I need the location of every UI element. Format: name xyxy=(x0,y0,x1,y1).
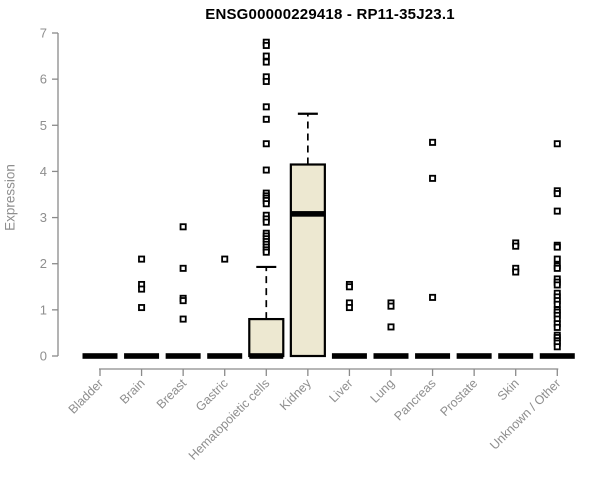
x-tick-label-kidney: Kidney xyxy=(277,376,314,413)
median-breast xyxy=(165,353,201,359)
median-brain xyxy=(124,353,160,359)
outlier-marker-brain xyxy=(138,285,146,293)
outlier-marker-unknown-other xyxy=(553,190,561,198)
outlier-marker-unknown-other xyxy=(553,140,561,148)
outlier-marker-unknown-other xyxy=(553,281,561,289)
x-tick-label-brain: Brain xyxy=(117,376,148,407)
outlier-marker-pancreas xyxy=(429,174,437,182)
outlier-marker-unknown-other xyxy=(553,255,561,263)
outlier-marker-brain xyxy=(138,304,146,312)
outlier-marker-unknown-other xyxy=(553,343,561,351)
outlier-marker-hematopoietic-cells xyxy=(262,115,270,123)
outlier-marker-hematopoietic-cells xyxy=(262,248,270,256)
outlier-marker-breast xyxy=(179,315,187,323)
median-liver xyxy=(331,353,367,359)
median-hematopoietic-cells xyxy=(249,353,284,359)
x-tick-label-prostate: Prostate xyxy=(437,376,480,419)
outlier-marker-pancreas xyxy=(429,293,437,301)
y-tick-label-4: 4 xyxy=(40,164,47,179)
x-tick-label-lung: Lung xyxy=(368,376,398,406)
outlier-marker-hematopoietic-cells xyxy=(262,140,270,148)
median-lung xyxy=(373,353,409,359)
outlier-marker-skin xyxy=(512,242,520,250)
outlier-marker-hematopoietic-cells xyxy=(262,77,270,85)
outlier-marker-hematopoietic-cells xyxy=(262,103,270,111)
box-kidney xyxy=(289,163,326,358)
outlier-marker-hematopoietic-cells xyxy=(262,200,270,208)
median-prostate xyxy=(456,353,492,359)
outlier-marker-skin xyxy=(512,268,520,276)
box-hematopoietic-cells xyxy=(248,317,285,358)
x-tick-label-pancreas: Pancreas xyxy=(391,376,438,423)
outlier-marker-unknown-other xyxy=(553,243,561,251)
x-tick-label-gastric: Gastric xyxy=(193,376,231,414)
outlier-marker-unknown-other xyxy=(553,207,561,215)
outlier-marker-gastric xyxy=(221,255,229,263)
outlier-marker-unknown-other xyxy=(553,300,561,308)
x-tick-label-hematopoietic-cells: Hematopoietic cells xyxy=(186,376,273,463)
median-unknown-other xyxy=(539,353,575,359)
median-gastric xyxy=(207,353,243,359)
outlier-marker-liver xyxy=(345,283,353,291)
outlier-marker-breast xyxy=(179,264,187,272)
median-skin xyxy=(498,353,534,359)
y-tick-label-2: 2 xyxy=(40,256,47,271)
y-tick-label-6: 6 xyxy=(40,72,47,87)
y-tick-label-5: 5 xyxy=(40,118,47,133)
median-bladder xyxy=(82,353,118,359)
outlier-marker-brain xyxy=(138,255,146,263)
outlier-marker-lung xyxy=(387,302,395,310)
chart-title: ENSG00000229418 - RP11-35J23.1 xyxy=(205,6,455,23)
outlier-marker-lung xyxy=(387,323,395,331)
x-tick-label-bladder: Bladder xyxy=(66,376,106,416)
outlier-marker-breast xyxy=(179,297,187,305)
x-tick-label-breast: Breast xyxy=(154,376,190,412)
y-tick-label-3: 3 xyxy=(40,210,47,225)
x-tick-label-skin: Skin xyxy=(495,376,522,403)
outlier-marker-hematopoietic-cells xyxy=(262,41,270,49)
outlier-marker-breast xyxy=(179,223,187,231)
outlier-marker-pancreas xyxy=(429,138,437,146)
outlier-marker-hematopoietic-cells xyxy=(262,166,270,174)
outlier-marker-unknown-other xyxy=(553,264,561,272)
outlier-marker-hematopoietic-cells xyxy=(262,52,270,60)
x-tick-label-unknown-other: Unknown / Other xyxy=(487,376,563,452)
x-tick-label-liver: Liver xyxy=(326,376,355,405)
y-tick-label-7: 7 xyxy=(40,25,47,40)
outlier-marker-hematopoietic-cells xyxy=(262,218,270,226)
y-tick-label-1: 1 xyxy=(40,302,47,317)
outlier-marker-unknown-other xyxy=(553,323,561,331)
median-kidney xyxy=(290,211,325,217)
outlier-marker-liver xyxy=(345,304,353,312)
outlier-marker-hematopoietic-cells xyxy=(262,58,270,66)
y-tick-label-0: 0 xyxy=(40,349,47,364)
median-pancreas xyxy=(415,353,451,359)
